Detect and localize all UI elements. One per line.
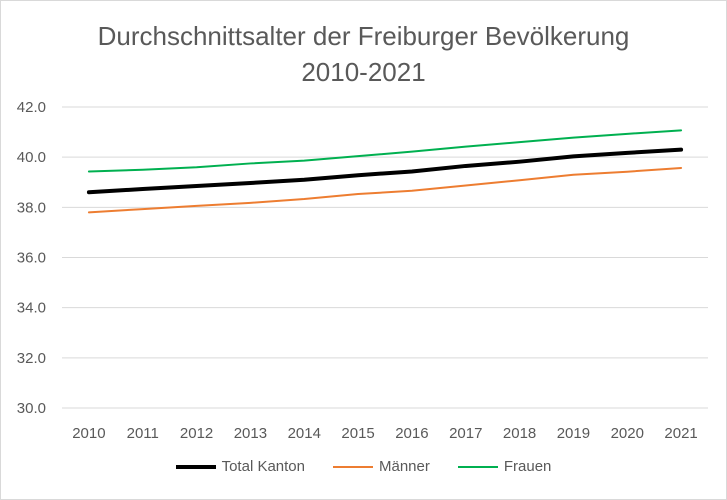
legend-label: Männer bbox=[379, 458, 430, 475]
x-tick-label: 2010 bbox=[72, 425, 105, 442]
x-tick-label: 2014 bbox=[288, 425, 321, 442]
x-axis-tick-labels: 2010 2011 2012 2013 2014 2015 2016 2017 2018 2019… bbox=[72, 425, 698, 442]
series-line-1 bbox=[87, 166, 683, 214]
x-tick-label: 2016 bbox=[395, 425, 428, 442]
gridlines bbox=[62, 106, 708, 409]
x-tick-label: 2013 bbox=[234, 425, 267, 442]
legend-swatch bbox=[333, 465, 373, 468]
series-lines bbox=[86, 129, 684, 214]
legend-label: Frauen bbox=[503, 458, 552, 475]
x-tick-label: 2018 bbox=[503, 425, 536, 442]
chart-title-line-2: 2010-2021 bbox=[301, 57, 426, 87]
x-tick-label: 2011 bbox=[127, 425, 159, 442]
x-tick-label: 2019 bbox=[557, 425, 590, 442]
chart-title: Durchschnittsalter der Freiburger Bevölk… bbox=[0, 18, 727, 90]
y-tick-label: 36.0 bbox=[17, 250, 46, 267]
legend-swatch bbox=[457, 465, 498, 468]
y-tick-label: 30.0 bbox=[17, 400, 46, 417]
x-tick-label: 2015 bbox=[341, 425, 374, 442]
x-tick-label: 2021 bbox=[664, 425, 697, 442]
y-tick-label: 42.0 bbox=[17, 99, 46, 116]
legend: Total Kanton Männer Frauen bbox=[0, 458, 727, 475]
y-tick-label: 40.0 bbox=[17, 149, 46, 166]
legend-item-2: Frauen bbox=[457, 458, 552, 475]
series-line-0 bbox=[86, 147, 684, 195]
y-axis-tick-labels: 30.0 32.0 34.0 36.0 38.0 40.0 42.0 bbox=[17, 99, 46, 417]
legend-item-1: Männer bbox=[333, 458, 430, 475]
x-tick-label: 2020 bbox=[611, 425, 644, 442]
x-tick-label: 2012 bbox=[180, 425, 213, 442]
chart-title-line-1: Durchschnittsalter der Freiburger Bevölk… bbox=[97, 21, 630, 51]
series-line-2 bbox=[87, 129, 683, 173]
y-tick-label: 38.0 bbox=[17, 199, 46, 216]
legend-label: Total Kanton bbox=[221, 458, 305, 475]
legend-item-0: Total Kanton bbox=[175, 458, 305, 475]
y-tick-label: 34.0 bbox=[17, 300, 46, 317]
x-tick-label: 2017 bbox=[449, 425, 482, 442]
y-tick-label: 32.0 bbox=[17, 350, 46, 367]
legend-swatch bbox=[175, 464, 216, 469]
